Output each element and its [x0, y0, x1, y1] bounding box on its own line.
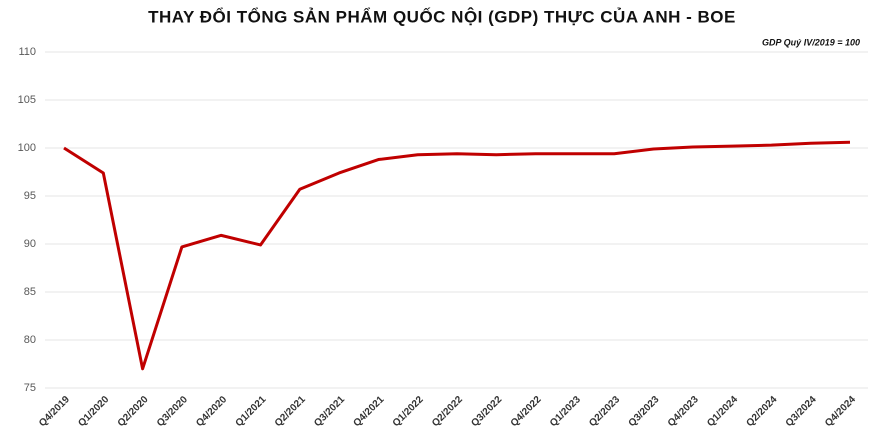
y-tick-label: 85 [24, 286, 36, 298]
x-tick-label: Q4/2022 [509, 394, 544, 429]
y-tick-label: 95 [24, 190, 36, 202]
x-tick-label: Q3/2024 [784, 394, 819, 429]
x-tick-label: Q1/2023 [548, 394, 583, 429]
x-tick-label: Q2/2021 [273, 394, 308, 429]
x-tick-label: Q2/2022 [430, 394, 465, 429]
x-tick-label: Q1/2020 [76, 394, 111, 429]
x-tick-label: Q3/2020 [155, 394, 190, 429]
y-tick-label: 100 [18, 142, 36, 154]
y-tick-label: 110 [18, 46, 36, 58]
x-tick-label: Q3/2023 [627, 394, 662, 429]
x-tick-label: Q4/2021 [351, 394, 386, 429]
x-tick-label: Q2/2020 [116, 394, 151, 429]
y-tick-label: 90 [24, 238, 36, 250]
x-tick-label: Q3/2021 [312, 394, 347, 429]
x-tick-label: Q4/2023 [666, 394, 701, 429]
x-tick-label: Q3/2022 [469, 394, 504, 429]
x-tick-label: Q1/2024 [705, 394, 740, 429]
x-tick-label: Q1/2021 [234, 394, 269, 429]
data-line [63, 140, 851, 371]
y-tick-label: 80 [24, 334, 36, 346]
y-tick-label: 75 [24, 382, 36, 394]
x-tick-label: Q4/2024 [823, 394, 858, 429]
x-tick-label: Q2/2024 [744, 394, 779, 429]
x-tick-label: Q2/2023 [587, 394, 622, 429]
chart-title: THAY ĐỔI TỔNG SẢN PHẨM QUỐC NỘI (GDP) TH… [148, 6, 736, 26]
y-tick-label: 105 [18, 94, 36, 106]
x-tick-label: Q1/2022 [391, 394, 426, 429]
chart-note: GDP Quý IV/2019 = 100 [762, 37, 860, 47]
x-tick-label: Q4/2020 [194, 394, 229, 429]
x-tick-label: Q4/2019 [37, 394, 72, 429]
